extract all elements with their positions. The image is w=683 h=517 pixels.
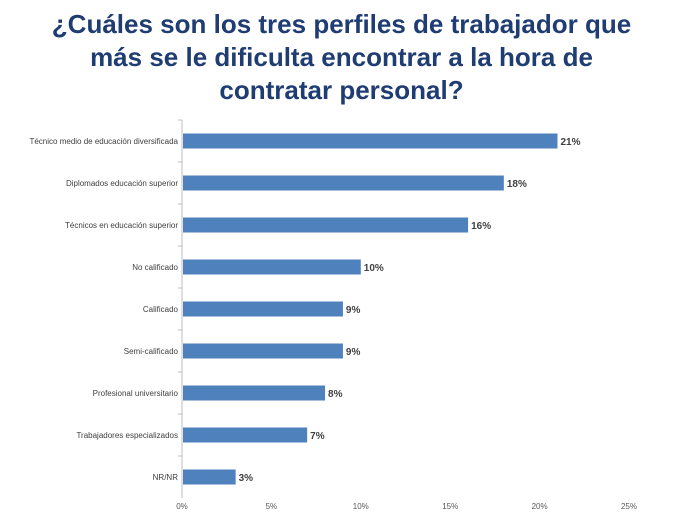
x-tick-label: 5% bbox=[266, 502, 278, 511]
category-label: Profesional universitario bbox=[93, 389, 179, 398]
x-tick-label: 10% bbox=[353, 502, 369, 511]
category-label: No calificado bbox=[132, 263, 178, 272]
value-label: 7% bbox=[310, 431, 325, 442]
chart-title: ¿Cuáles son los tres perfiles de trabaja… bbox=[0, 8, 683, 107]
x-tick-label: 25% bbox=[621, 502, 637, 511]
category-label: Técnicos en educación superior bbox=[65, 221, 178, 230]
value-label: 8% bbox=[328, 389, 343, 400]
bars-layer bbox=[183, 133, 558, 485]
bar bbox=[183, 133, 558, 149]
value-label: 16% bbox=[471, 221, 491, 232]
value-label: 18% bbox=[507, 179, 527, 190]
x-tick-label: 0% bbox=[176, 502, 188, 511]
labels-layer: Técnico medio de educación diversificada… bbox=[29, 137, 580, 484]
bar bbox=[183, 385, 326, 401]
bar bbox=[183, 343, 343, 359]
bar bbox=[183, 469, 236, 485]
chart-title-line-2: más se le dificulta encontrar a la hora … bbox=[90, 42, 593, 72]
category-label: Semi-calificado bbox=[124, 347, 179, 356]
bar bbox=[183, 301, 343, 317]
chart-title-line-3: contratar personal? bbox=[219, 75, 464, 105]
value-label: 10% bbox=[364, 263, 384, 274]
category-label: Diplomados educación superior bbox=[66, 179, 178, 188]
category-label: Técnico medio de educación diversificada bbox=[29, 137, 178, 146]
bar bbox=[183, 259, 361, 275]
x-tick-label: 15% bbox=[442, 502, 458, 511]
bar bbox=[183, 427, 308, 443]
axis-layer: 0% 5% 10% 15% 20% 25% bbox=[176, 119, 637, 511]
value-label: 21% bbox=[560, 137, 580, 148]
category-label: Trabajadores especializados bbox=[76, 431, 178, 440]
value-label: 9% bbox=[346, 305, 361, 316]
x-tick-label: 20% bbox=[532, 502, 548, 511]
chart-title-line-1: ¿Cuáles son los tres perfiles de trabaja… bbox=[51, 9, 632, 39]
category-label: NR/NR bbox=[153, 473, 179, 482]
bar bbox=[183, 175, 504, 191]
value-label: 9% bbox=[346, 347, 361, 358]
category-label: Calificado bbox=[143, 305, 179, 314]
bar bbox=[183, 217, 469, 233]
value-label: 3% bbox=[239, 473, 254, 484]
